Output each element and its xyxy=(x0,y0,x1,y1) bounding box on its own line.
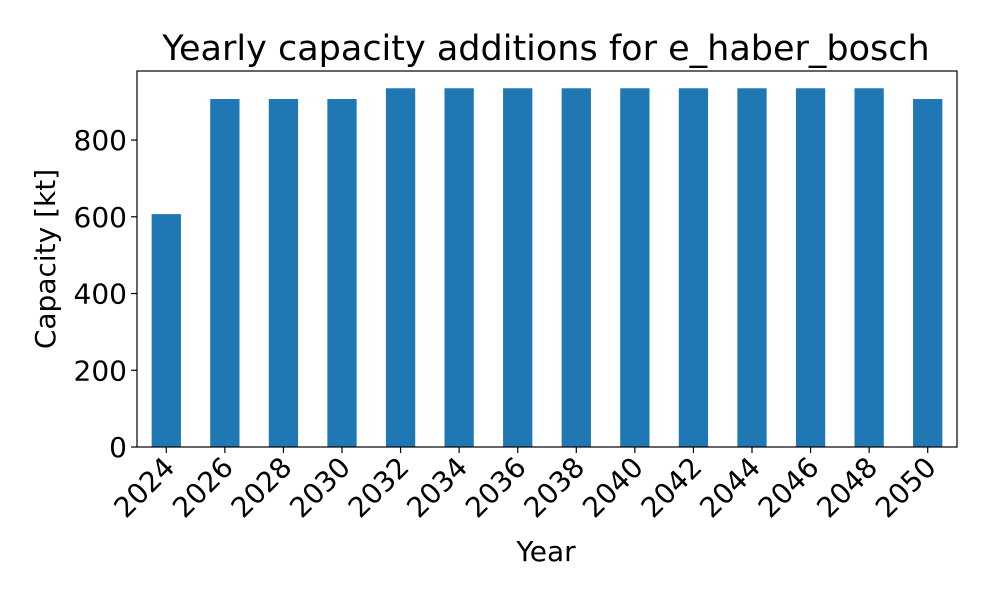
y-tick-label: 200 xyxy=(74,354,127,387)
bar-2028 xyxy=(268,99,299,447)
bar-2050 xyxy=(913,99,943,447)
x-tick-label: 2048 xyxy=(810,451,884,525)
x-tick-label: 2036 xyxy=(459,451,533,525)
bar-2048 xyxy=(854,88,884,447)
plot-frame xyxy=(136,70,958,448)
bar-2034 xyxy=(444,88,474,447)
x-tick-label: 2028 xyxy=(225,451,299,525)
bar-2044 xyxy=(737,88,767,447)
bar-2042 xyxy=(678,88,709,447)
x-tick-label: 2040 xyxy=(576,451,650,525)
bar-2032 xyxy=(385,88,416,447)
x-tick-label: 2032 xyxy=(342,451,416,525)
x-tick-label: 2034 xyxy=(400,451,474,525)
x-tick-label: 2030 xyxy=(283,451,357,525)
x-tick-label: 2044 xyxy=(693,451,767,525)
bar-2046 xyxy=(795,88,826,447)
chart-title: Yearly capacity additions for e_haber_bo… xyxy=(161,29,929,69)
x-tick-label: 2026 xyxy=(166,451,240,525)
x-tick-label: 2038 xyxy=(518,451,592,525)
x-tick-label: 2046 xyxy=(752,451,826,525)
bar-2036 xyxy=(503,88,533,447)
bar-2024 xyxy=(151,214,181,447)
y-tick-label: 0 xyxy=(109,431,127,464)
bar-2040 xyxy=(620,88,650,447)
y-tick-label: 400 xyxy=(74,278,127,311)
y-axis-ticks: 0 200 400 600 800 xyxy=(74,124,137,464)
y-axis-label: Capacity [kt] xyxy=(29,169,62,349)
bar-2026 xyxy=(210,99,240,447)
y-tick-label: 600 xyxy=(74,201,127,234)
x-axis-ticks: 2024202620282030203220342036203820402042… xyxy=(108,447,943,524)
x-tick-label: 2042 xyxy=(635,451,709,525)
bar-2038 xyxy=(561,88,591,447)
bar-2030 xyxy=(327,99,357,447)
x-tick-label: 2050 xyxy=(869,451,943,525)
y-tick-label: 800 xyxy=(74,124,127,157)
bars-group xyxy=(151,88,943,447)
x-axis-label: Year xyxy=(515,535,576,568)
